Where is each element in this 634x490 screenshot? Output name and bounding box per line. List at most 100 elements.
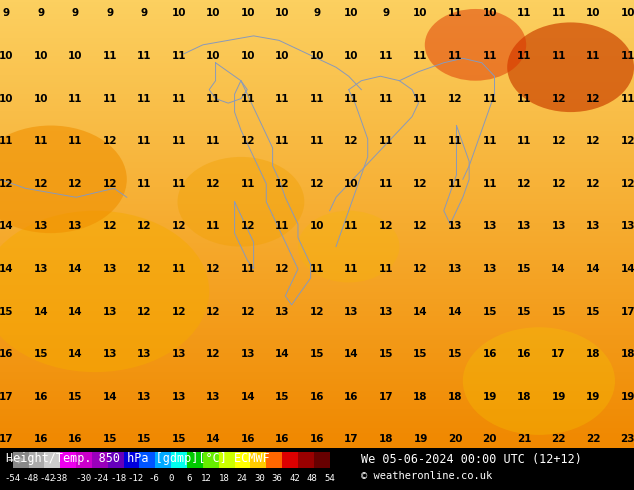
Text: 12: 12 [137,264,152,274]
Text: 14: 14 [0,264,14,274]
Text: 6: 6 [186,474,191,483]
Bar [250,452,266,468]
Text: 14: 14 [413,307,428,317]
Text: 15: 15 [517,264,531,274]
Text: 48: 48 [307,474,318,483]
Text: 12: 12 [586,94,600,104]
Text: 12: 12 [552,136,566,146]
Text: 11: 11 [137,136,152,146]
Text: 11: 11 [275,136,290,146]
Text: 14: 14 [552,264,566,274]
Text: 11: 11 [378,94,393,104]
Text: 12: 12 [241,221,256,231]
Text: 11: 11 [448,136,462,146]
Text: 16: 16 [517,349,531,359]
Text: 12: 12 [206,179,221,189]
Text: 16: 16 [275,434,290,444]
Text: 10: 10 [241,8,256,19]
Text: 19: 19 [552,392,566,402]
Text: 11: 11 [482,179,497,189]
Text: 14: 14 [206,434,221,444]
Text: 13: 13 [517,221,531,231]
Text: 12: 12 [586,136,600,146]
Text: Height/Temp. 850 hPa [gdmp][°C] ECMWF: Height/Temp. 850 hPa [gdmp][°C] ECMWF [6,452,270,465]
Text: 10: 10 [344,8,359,19]
Text: -6: -6 [148,474,159,483]
Text: 13: 13 [103,307,117,317]
Text: 10: 10 [310,51,324,61]
Text: 11: 11 [0,136,13,146]
Circle shape [298,211,399,282]
Text: 9: 9 [37,8,44,19]
Text: 12: 12 [586,179,600,189]
Text: 11: 11 [552,8,566,19]
Text: 12: 12 [275,264,290,274]
Text: 22: 22 [586,434,600,444]
Bar [171,452,187,468]
Text: 18: 18 [219,474,230,483]
Text: 11: 11 [621,51,634,61]
Circle shape [0,125,127,233]
Text: 11: 11 [241,179,256,189]
Text: 15: 15 [172,434,186,444]
Text: 12: 12 [206,349,221,359]
Text: 15: 15 [482,307,497,317]
Bar [13,452,29,468]
Text: 11: 11 [482,51,497,61]
Text: 13: 13 [552,221,566,231]
Text: 18: 18 [378,434,393,444]
Text: 11: 11 [34,136,48,146]
Text: 9: 9 [313,8,321,19]
Text: 12: 12 [275,179,290,189]
Text: 16: 16 [68,434,82,444]
Text: 21: 21 [517,434,531,444]
Text: 11: 11 [413,94,428,104]
Text: 11: 11 [621,94,634,104]
Text: 17: 17 [0,434,14,444]
Text: 12: 12 [344,136,359,146]
Text: 11: 11 [413,136,428,146]
Text: 17: 17 [344,434,359,444]
Bar [155,452,171,468]
Text: 20: 20 [482,434,497,444]
Bar [29,452,44,468]
Bar [76,452,92,468]
Text: 13: 13 [34,221,48,231]
Text: 12: 12 [241,136,256,146]
Text: 12: 12 [413,221,428,231]
Text: 13: 13 [482,264,497,274]
Text: 12: 12 [378,221,393,231]
Text: 9: 9 [141,8,148,19]
Text: 11: 11 [344,94,359,104]
Text: 12: 12 [517,179,531,189]
Text: 11: 11 [448,51,462,61]
Circle shape [178,157,304,246]
Text: 15: 15 [103,434,117,444]
Text: 12: 12 [310,307,324,317]
Text: 11: 11 [206,136,221,146]
Text: 11: 11 [552,51,566,61]
Circle shape [425,9,526,81]
Text: 15: 15 [310,349,324,359]
Text: 12: 12 [621,179,634,189]
Text: 15: 15 [517,307,531,317]
Text: 11: 11 [172,179,186,189]
Text: 13: 13 [206,392,221,402]
Text: -18: -18 [110,474,126,483]
Text: 12: 12 [0,179,13,189]
Text: 13: 13 [68,221,82,231]
Text: 42: 42 [289,474,300,483]
Text: 11: 11 [482,94,497,104]
Text: 12: 12 [103,221,117,231]
Text: 13: 13 [172,392,186,402]
Text: 10: 10 [0,51,13,61]
Text: 11: 11 [137,179,152,189]
Text: 12: 12 [206,264,221,274]
Text: 11: 11 [275,94,290,104]
Text: 12: 12 [552,94,566,104]
Text: 12: 12 [448,94,462,104]
Text: We 05-06-2024 00:00 UTC (12+12): We 05-06-2024 00:00 UTC (12+12) [361,453,582,466]
Text: 13: 13 [103,264,117,274]
Text: 11: 11 [517,136,531,146]
Circle shape [507,23,634,112]
